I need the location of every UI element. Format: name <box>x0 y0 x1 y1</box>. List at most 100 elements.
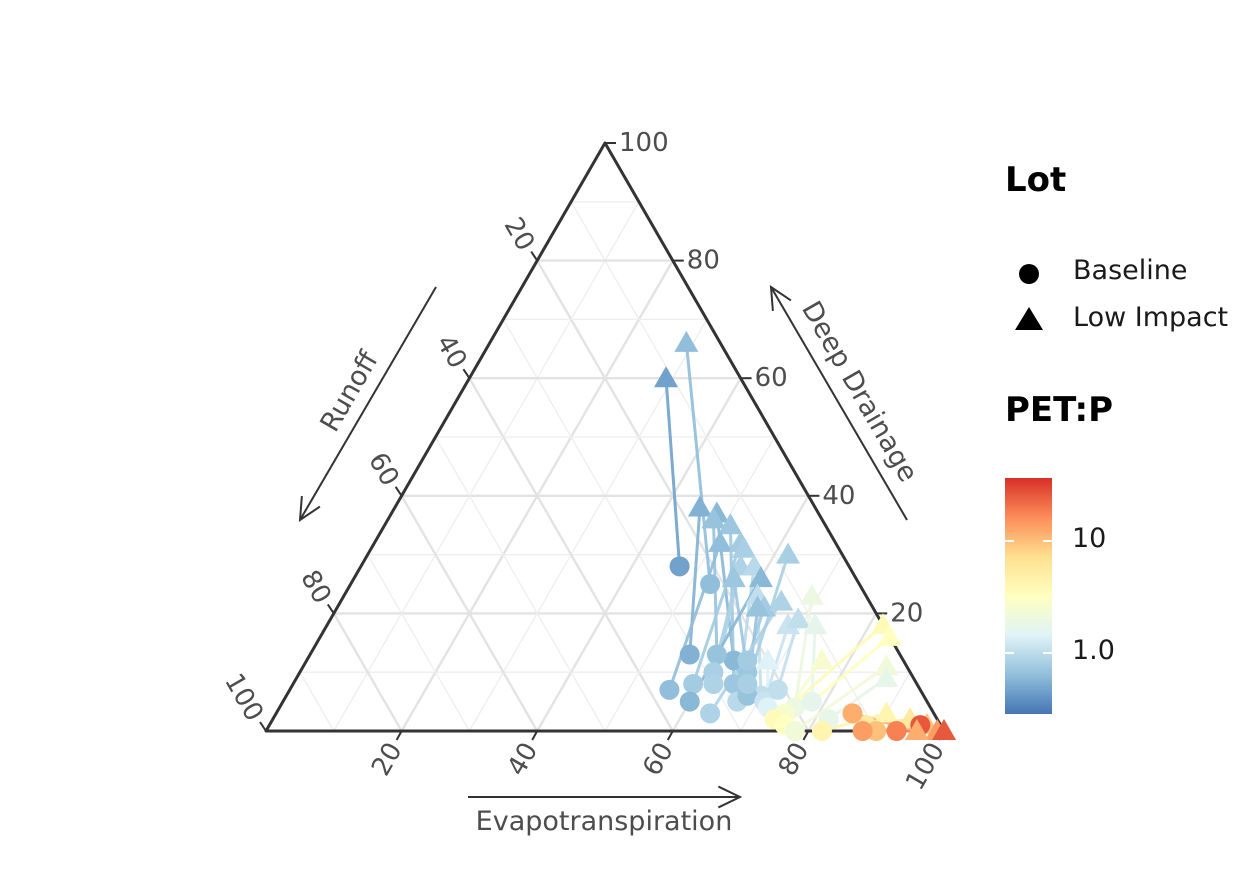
bottom-tick-label: 20 <box>366 738 409 782</box>
lowimpact-point <box>904 719 929 740</box>
baseline-point <box>679 644 700 665</box>
lowimpact-point <box>874 666 899 688</box>
lowimpact-point <box>799 583 824 605</box>
color-bar <box>1005 478 1052 714</box>
tick-mark <box>530 251 539 262</box>
lowimpact-point <box>748 566 773 588</box>
baseline-point <box>767 679 788 700</box>
pair-segment <box>793 595 814 708</box>
grid-line <box>807 612 878 732</box>
right-axis-label: Deep Drainage <box>795 296 923 487</box>
bottom-tick-label: 40 <box>502 738 545 782</box>
baseline-point <box>679 691 700 712</box>
pair-segment <box>684 342 712 585</box>
right-tick-label: 60 <box>755 363 788 393</box>
left-tick-label: 20 <box>498 212 541 256</box>
lowimpact-point <box>769 589 794 611</box>
baseline-point <box>737 650 758 671</box>
lowimpact-point <box>687 495 712 517</box>
baseline-point <box>811 721 832 741</box>
lowimpact-point <box>755 648 780 670</box>
grid-line <box>400 495 539 732</box>
baseline-point <box>886 721 907 741</box>
tick-mark <box>802 730 810 741</box>
axis-arrow-head <box>717 785 743 809</box>
grid-line <box>333 201 640 732</box>
lowimpact-point <box>874 654 899 676</box>
lowimpact-point <box>701 507 726 529</box>
pair-segment <box>691 542 743 685</box>
lowimpact-point <box>721 566 746 588</box>
tick-mark <box>462 368 471 379</box>
axis-arrows <box>298 285 908 809</box>
right-tick-label: 20 <box>890 598 923 628</box>
axis-arrow-head <box>769 285 792 312</box>
bottom-tick-label: 100 <box>900 738 951 796</box>
baseline-point <box>700 574 721 594</box>
right-tick-label: 100 <box>619 128 669 158</box>
lowimpact-point <box>674 330 699 352</box>
colorbar-label-10: 10 <box>1072 523 1107 554</box>
color-bar-ticks <box>1005 540 1052 654</box>
bottom-tick-label: 60 <box>637 738 680 782</box>
tick-mark <box>326 603 335 614</box>
grid-line <box>367 554 470 732</box>
grid-line <box>332 612 403 732</box>
baseline-point <box>842 703 863 724</box>
bottom-tick-label: 80 <box>773 738 816 782</box>
legend-baseline-label: Baseline <box>1073 255 1188 286</box>
baseline-point <box>784 721 805 741</box>
legend-circle-symbol <box>1019 264 1039 284</box>
bottom-axis-label: Evapotranspiration <box>476 806 733 837</box>
baseline-point <box>703 673 724 694</box>
tick-mark <box>394 486 403 497</box>
lowimpact-point <box>809 648 834 670</box>
right-tick-label: 40 <box>822 481 855 511</box>
lowimpact-point <box>803 613 828 635</box>
tick-mark <box>666 730 674 741</box>
colorbar-label-1: 1.0 <box>1072 635 1115 666</box>
baseline-point <box>801 691 822 712</box>
grid-line <box>299 671 335 732</box>
lowimpact-point <box>776 542 801 564</box>
baseline-point <box>700 703 721 724</box>
lowimpact-point <box>776 613 801 635</box>
axis-arrow-shaft <box>770 286 908 521</box>
lowimpact-point <box>874 701 899 723</box>
pair-segment <box>793 665 888 733</box>
color-legend-title: PET:P <box>1005 390 1113 430</box>
baseline-point <box>706 644 727 665</box>
lowimpact-point <box>708 530 733 552</box>
axis-arrow-shaft <box>299 286 437 521</box>
pair-segment <box>664 378 682 567</box>
baseline-point <box>669 556 690 577</box>
lowimpact-point <box>745 595 770 617</box>
left-tick-label: 100 <box>218 669 269 727</box>
lowimpact-point <box>877 624 902 646</box>
lowimpact-point <box>932 719 956 740</box>
grid-line <box>570 201 877 732</box>
lowimpact-point <box>731 536 756 558</box>
left-tick-label: 80 <box>294 565 337 609</box>
pair-segment <box>667 542 722 691</box>
baseline-point <box>737 673 758 694</box>
baseline-point <box>852 721 873 741</box>
legend-triangle-symbol <box>1015 307 1043 330</box>
baseline-point <box>683 673 704 694</box>
lowimpact-point <box>786 607 811 629</box>
triangle-frame <box>264 141 946 733</box>
grid-lines <box>299 201 911 732</box>
left-tick-label: 60 <box>362 448 405 492</box>
legend-lowimpact-label: Low Impact <box>1073 302 1229 333</box>
triangle-outline <box>264 141 946 733</box>
tick-mark <box>395 730 403 741</box>
shape-legend-title: Lot <box>1005 160 1067 200</box>
tick-mark <box>259 721 267 732</box>
axis-arrow-head <box>298 495 321 522</box>
right-tick-label: 80 <box>687 246 720 276</box>
lowimpact-point <box>654 366 679 388</box>
grid-line <box>434 436 606 732</box>
left-tick-label: 40 <box>430 330 473 374</box>
data-points <box>654 330 956 741</box>
